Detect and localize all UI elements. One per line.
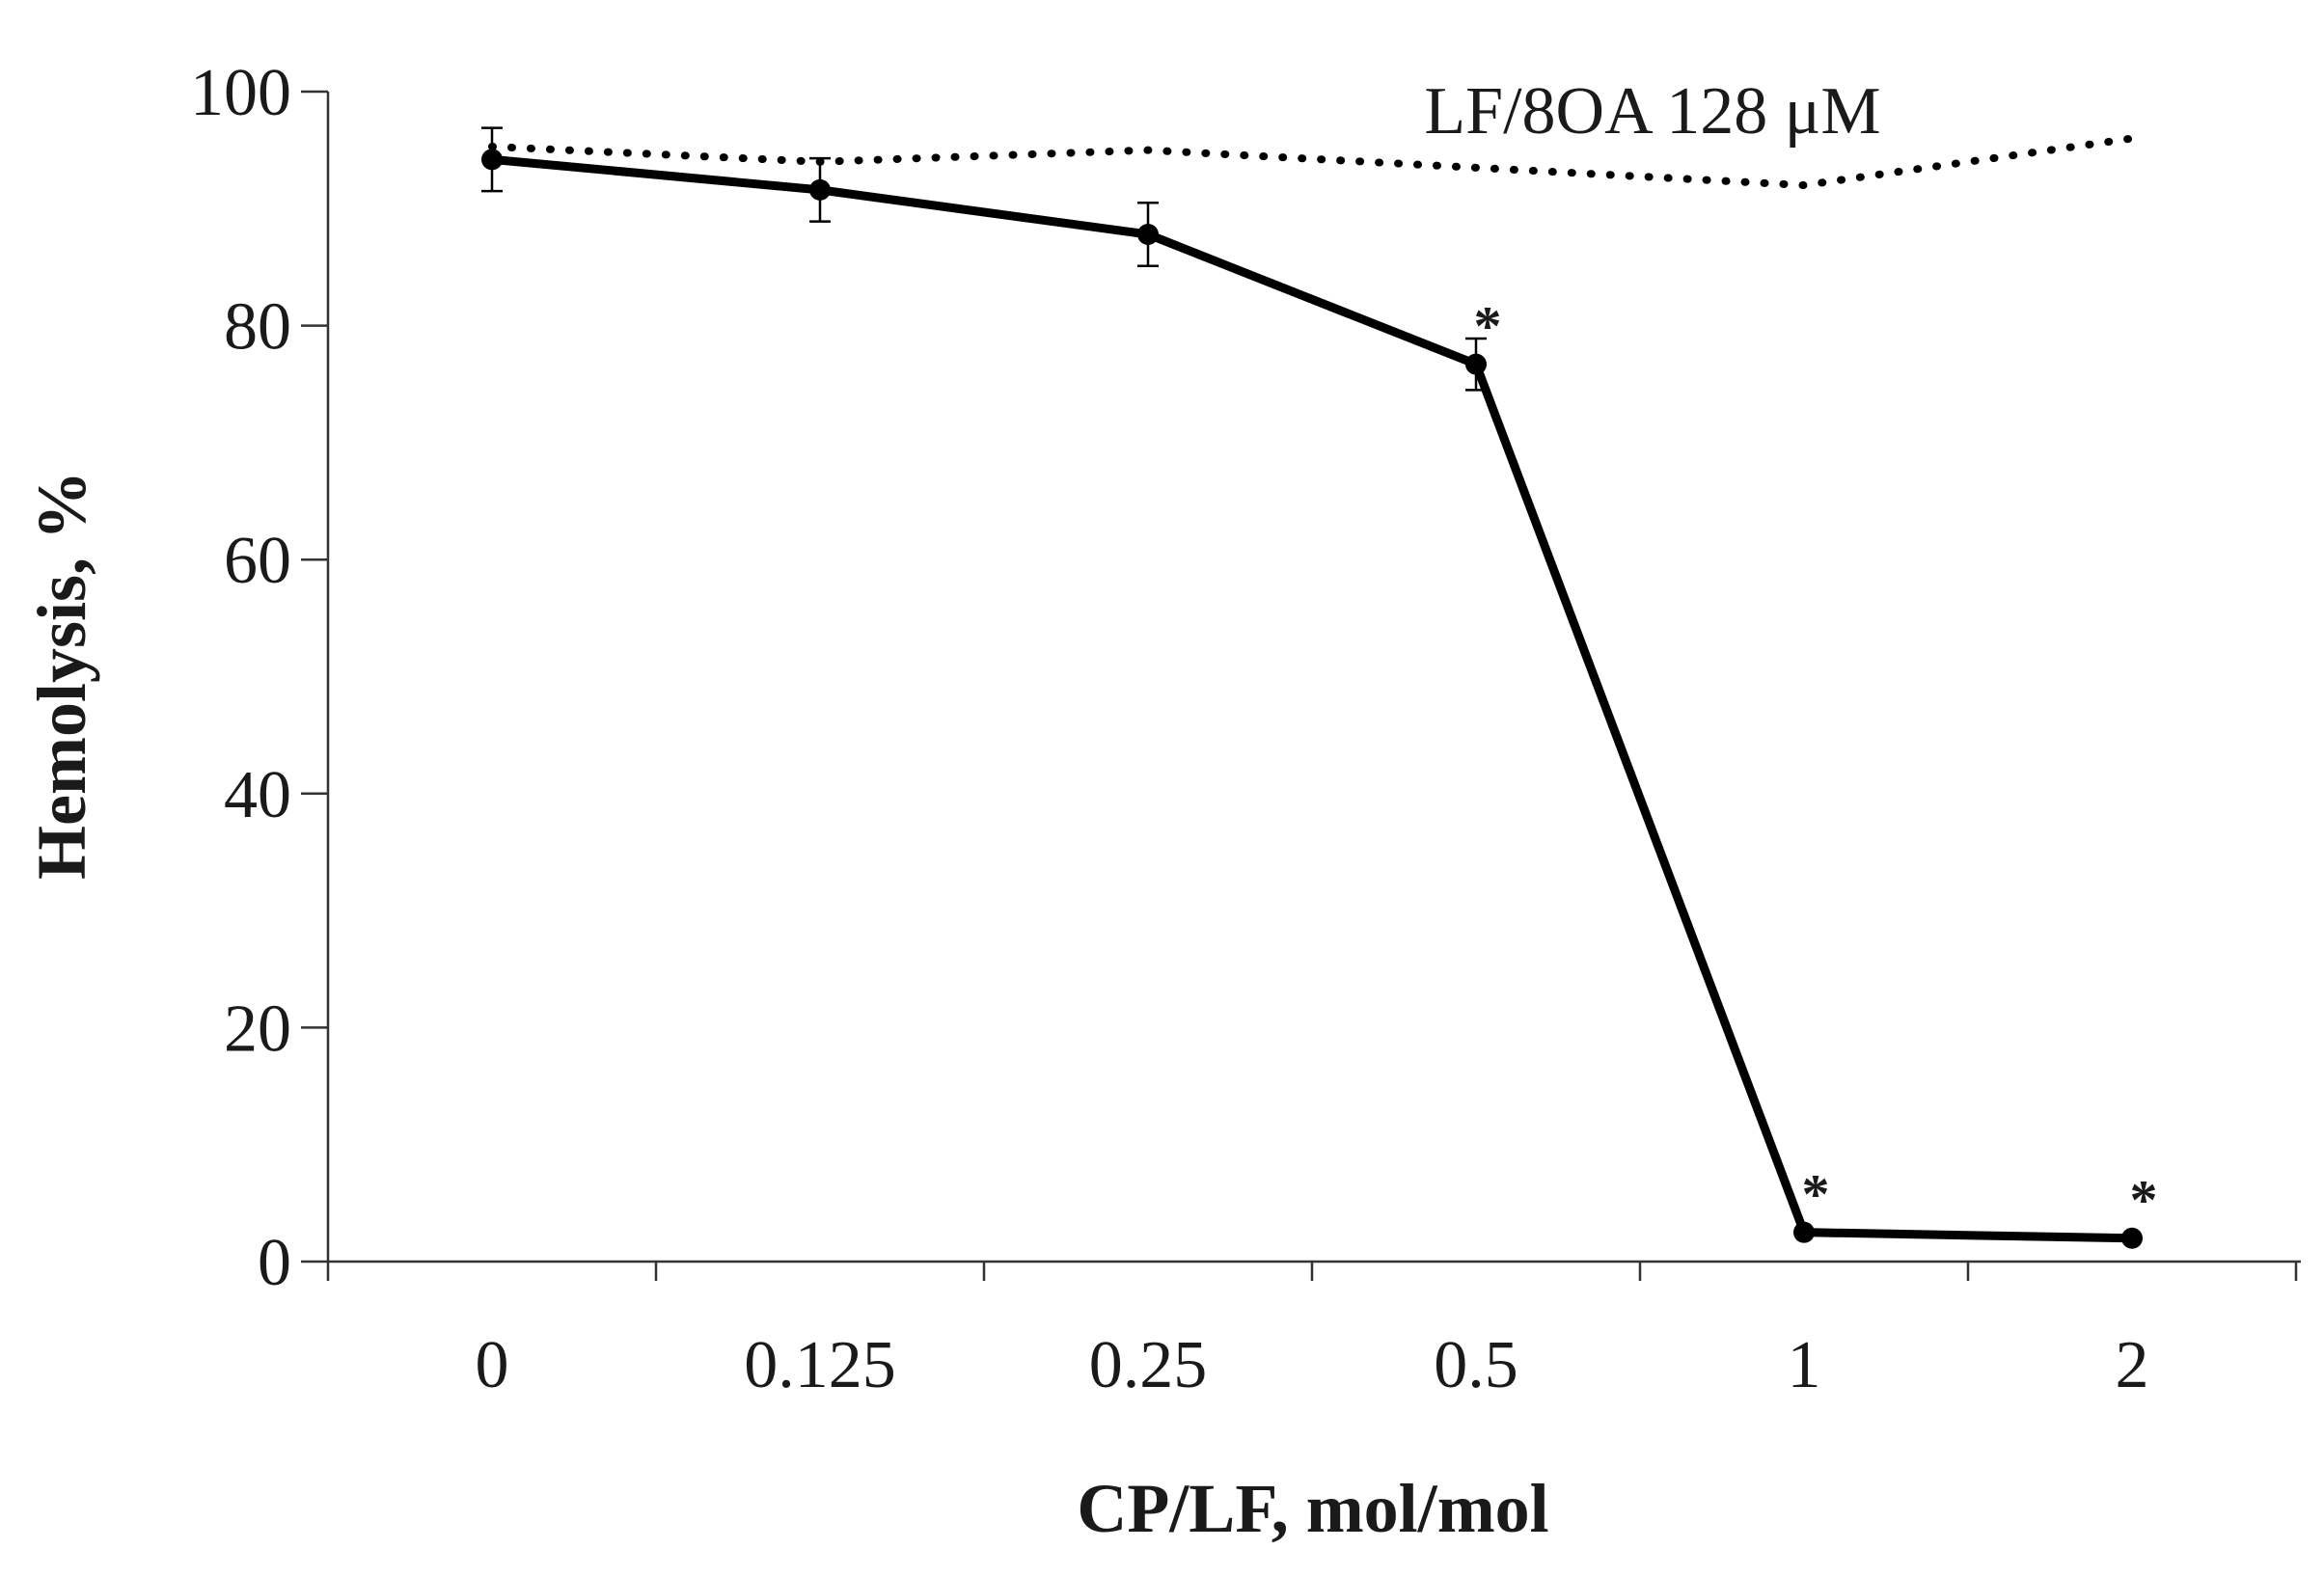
x-axis-title: CP/LF, mol/mol [1077,1470,1548,1547]
data-point [1465,353,1487,375]
series-layer: * * * [481,126,2158,1249]
solid-series-line [487,154,2137,1243]
x-tick-label: 0 [476,1328,509,1402]
y-tick-label: 100 [190,56,291,130]
y-tick-label: 20 [224,992,291,1066]
data-point [809,178,831,201]
x-tick-label: 0.125 [744,1328,896,1402]
data-point [1137,223,1159,245]
x-axis-ticks: 0 0.125 0.25 0.5 1 2 [326,1262,2298,1402]
x-tick-label: 0.25 [1089,1328,1208,1402]
y-tick-label: 60 [224,524,291,598]
x-tick-label: 0.5 [1434,1328,1518,1402]
y-tick-label: 80 [224,290,291,365]
significance-marker: * [2130,1169,2158,1232]
y-tick-label: 0 [258,1226,291,1300]
significance-marker: * [1802,1163,1830,1226]
axes [326,92,2301,1264]
y-axis-title: Hemolysis, % [23,471,100,880]
dotted-series-line [488,134,2136,190]
significance-marker: * [1474,295,1502,358]
data-point [481,149,503,171]
data-point [1793,1221,1815,1243]
x-tick-label: 1 [1788,1328,1821,1402]
x-tick-label: 2 [2116,1328,2149,1402]
data-point [2121,1227,2143,1249]
y-axis-ticks: 0 20 40 60 80 100 [190,56,328,1300]
dotted-series-label: LF/8OA 128 μM [1424,74,1880,149]
y-tick-label: 40 [224,758,291,832]
